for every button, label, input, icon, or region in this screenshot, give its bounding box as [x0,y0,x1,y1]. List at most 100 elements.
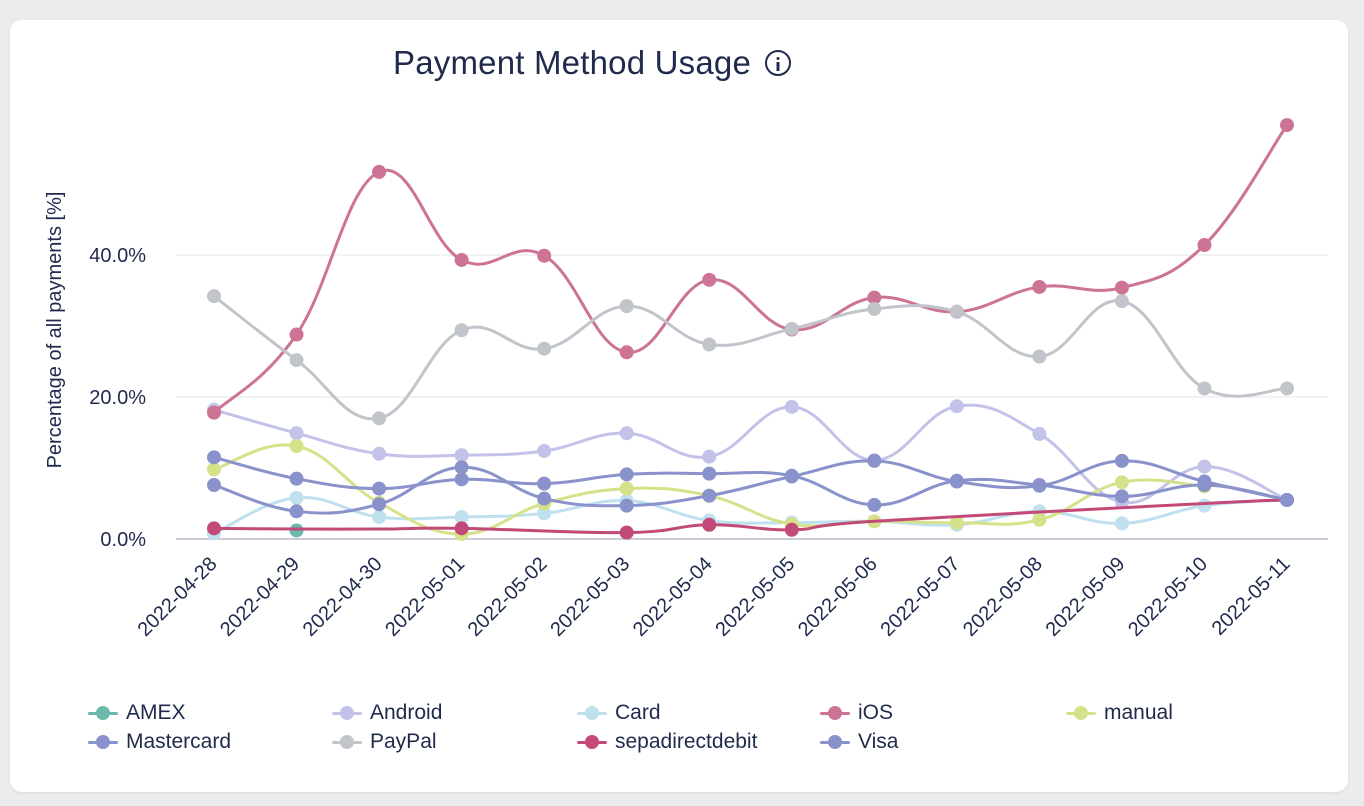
x-tick-label: 2022-05-06 [794,553,882,641]
y-tick-label: 40.0% [89,245,146,267]
data-point-manual [949,515,964,530]
data-point-sepadirectdebit [619,525,634,540]
data-point-paypal [1197,381,1212,396]
y-tick-label: 20.0% [89,387,146,409]
data-point-paypal [867,301,882,316]
data-point-android [784,399,799,414]
legend-label: AMEX [126,701,186,724]
data-point-visa [1114,489,1129,504]
series-line-android [213,403,1288,505]
legend-item-android[interactable]: Android [332,701,442,725]
series-line-card [213,495,1288,535]
data-point-paypal [784,321,799,336]
data-point-visa [1032,478,1047,493]
data-point-ios [454,252,469,267]
legend-item-amex[interactable]: AMEX [88,701,186,725]
data-point-card [454,509,469,524]
data-point-sepadirectdebit [454,521,469,536]
data-point-manual [207,462,221,477]
data-point-mastercard [372,497,387,512]
series-line-paypal [213,294,1288,421]
legend-item-paypal[interactable]: PayPal [332,730,437,754]
data-point-android [702,449,717,464]
data-point-sepadirectdebit [784,522,799,537]
y-axis-label: Percentage of all payments [%] [44,192,66,469]
x-tick-label: 2022-05-10 [1124,553,1212,641]
y-tick-label: 0.0% [100,529,146,551]
data-point-card [537,506,552,521]
data-point-manual [1032,512,1047,527]
x-tick-label: 2022-05-03 [546,553,634,641]
data-point-android [289,426,304,441]
chart-card [10,20,1348,792]
line-chart: 0.0% 20.0% 40.0% Percentage of all payments… [44,118,1328,641]
info-icon[interactable] [765,50,792,76]
data-point-card [1197,498,1212,513]
legend-item-mastercard[interactable]: Mastercard [88,730,231,754]
x-tick-label: 2022-04-28 [134,553,222,641]
data-point-ios [1114,280,1129,295]
data-point-card [289,490,304,505]
data-point-android [619,426,634,441]
data-point-visa [702,466,717,481]
legend-item-visa[interactable]: Visa [820,730,898,754]
legend-label: PayPal [370,730,437,753]
data-point-paypal [372,411,387,426]
legend-label: Android [370,701,443,724]
legend-swatch [1066,706,1096,720]
data-point-manual [289,438,304,453]
series-line-mastercard [213,459,1288,515]
data-point-paypal [289,353,304,368]
legend-item-ios[interactable]: iOS [820,701,893,725]
legend-label: Card [615,701,661,724]
data-point-mastercard [702,488,717,503]
legend-swatch [577,706,607,720]
data-point-paypal [1114,294,1129,309]
x-tick-label: 2022-04-29 [216,553,304,641]
data-point-ios [1280,118,1294,133]
data-point-android [949,399,964,414]
data-point-ios [289,327,304,342]
legend-label: sepadirectdebit [615,730,758,753]
data-point-visa [1197,478,1212,493]
data-point-ios [1032,279,1047,294]
legend-swatch [88,735,118,749]
legend-label: Visa [858,730,899,753]
data-point-visa [619,467,634,482]
chart-title: Payment Method Usage [393,44,752,81]
data-point-mastercard [454,460,469,475]
data-point-visa [867,497,882,512]
data-point-android [1197,459,1212,474]
data-point-ios [372,164,387,179]
data-point-manual [619,481,634,496]
data-point-paypal [537,341,552,356]
legend-swatch [820,735,850,749]
legend-item-manual[interactable]: manual [1066,701,1173,725]
legend-item-card[interactable]: Card [577,701,661,725]
data-point-card [372,509,387,524]
legend-swatch [820,706,850,720]
data-point-paypal [207,289,221,304]
legend-item-sepadirectdebit[interactable]: sepadirectdebit [577,730,757,754]
series-line-visa [213,455,1288,507]
x-tick-label: 2022-05-01 [381,553,469,641]
legend-label: iOS [858,701,894,724]
data-point-card [1114,516,1129,531]
legend-swatch [88,706,118,720]
data-point-visa [537,476,552,491]
data-point-ios [537,248,552,263]
data-point-mastercard [619,498,634,513]
data-point-android [372,446,387,461]
data-point-visa [949,473,964,488]
data-point-visa [1280,492,1294,507]
x-tick-label: 2022-05-04 [629,553,717,641]
x-tick-label: 2022-05-08 [959,553,1047,641]
legend-label: Mastercard [126,730,232,753]
legend-label: manual [1104,701,1173,724]
data-point-paypal [1280,381,1294,396]
data-point-mastercard [207,478,221,493]
data-point-visa [372,481,387,496]
data-point-mastercard [1114,453,1129,468]
data-point-paypal [702,337,717,352]
data-point-paypal [949,304,964,319]
